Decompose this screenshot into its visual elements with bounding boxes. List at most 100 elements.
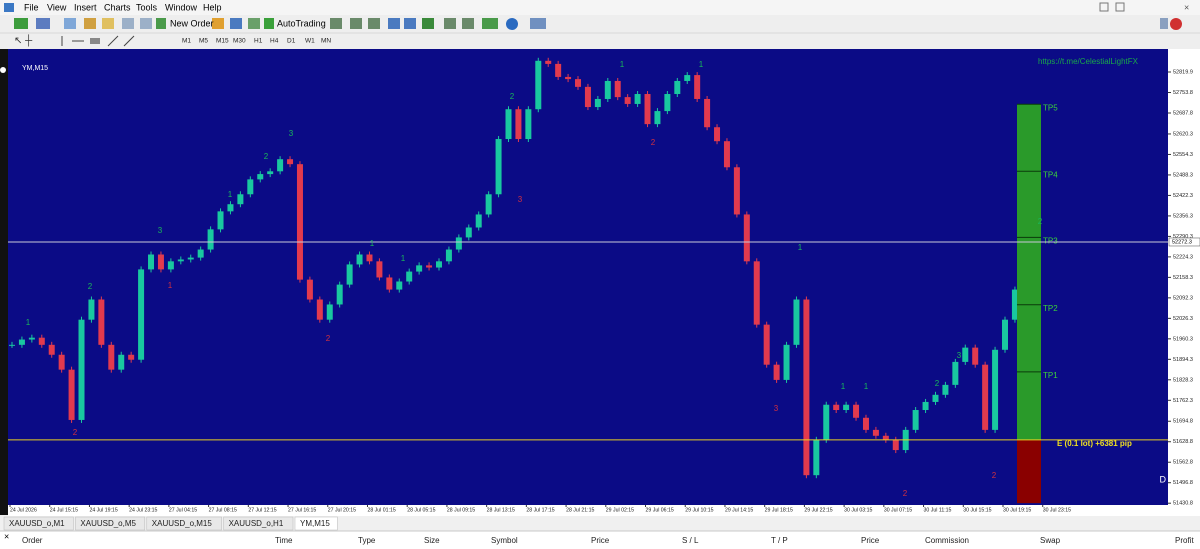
autotrading-button[interactable]: AutoTrading <box>277 18 326 28</box>
menu-item[interactable]: View <box>47 2 67 12</box>
timeframe-button[interactable]: M1 <box>182 38 191 45</box>
y-tick-label: 51694.8 <box>1173 419 1193 425</box>
search-button[interactable] <box>1160 18 1168 29</box>
column-header[interactable]: Swap <box>1040 536 1061 545</box>
toolbar-area <box>0 15 1200 49</box>
toolbar-button[interactable] <box>84 18 96 29</box>
toolbar-button[interactable] <box>506 18 518 30</box>
chart-tab-label[interactable]: XAUUSD_o,M5 <box>80 519 136 528</box>
trend-tool[interactable] <box>107 35 119 47</box>
y-tick-label: 52554.3 <box>1173 152 1193 158</box>
channel-tool[interactable] <box>123 35 135 47</box>
wave-label-up: 3 <box>289 129 294 138</box>
chart-tab-label[interactable]: XAUUSD_o,M1 <box>9 519 65 528</box>
menu-item[interactable]: Window <box>165 2 198 12</box>
menu-item[interactable]: Charts <box>104 2 131 12</box>
toolbar-button[interactable] <box>122 18 134 29</box>
close-button[interactable]: × <box>1184 2 1189 12</box>
toolbar-button[interactable] <box>388 18 400 29</box>
x-tick-label: 28 Jul 01:15 <box>367 507 395 513</box>
toolbar-button[interactable] <box>462 18 474 29</box>
column-header[interactable]: Size <box>424 536 440 545</box>
menu-item[interactable]: Tools <box>136 2 158 12</box>
chart-tab-label[interactable]: XAUUSD_o,H1 <box>229 519 284 528</box>
column-header[interactable]: Price <box>591 536 610 545</box>
wave-label-up: 2 <box>88 282 93 291</box>
candle <box>386 277 393 290</box>
candle <box>356 254 363 265</box>
column-header[interactable]: T / P <box>771 536 788 545</box>
candle <box>614 80 621 98</box>
timeframe-button[interactable]: H1 <box>254 38 263 45</box>
menu-item[interactable]: Help <box>203 2 222 12</box>
candle <box>227 204 234 212</box>
y-tick-label: 51628.8 <box>1173 439 1193 445</box>
toolbar-button[interactable] <box>404 18 416 29</box>
toolbar-button[interactable] <box>482 18 498 29</box>
toolbar-button[interactable] <box>422 18 434 29</box>
toolbar-button[interactable] <box>368 18 380 29</box>
menu-item[interactable]: File <box>24 2 39 12</box>
x-tick-label: 29 Jul 10:15 <box>685 507 713 513</box>
toolbar-button[interactable] <box>14 18 28 29</box>
timeframe-button[interactable]: W1 <box>305 38 315 45</box>
column-header[interactable]: S / L <box>682 536 699 545</box>
time-axis <box>8 505 1200 516</box>
candle <box>1002 319 1008 350</box>
column-header[interactable]: Profit <box>1175 536 1194 545</box>
toolbar-button[interactable] <box>330 18 342 29</box>
timeframe-button[interactable]: M5 <box>199 38 208 45</box>
rect-tool[interactable] <box>90 38 100 44</box>
chart-tab[interactable] <box>294 516 338 531</box>
candle <box>445 249 452 262</box>
toolbar-button[interactable] <box>230 18 242 29</box>
candle <box>862 417 869 430</box>
toolbar-button[interactable] <box>530 18 546 29</box>
terminal-close[interactable]: × <box>4 531 9 541</box>
column-header[interactable]: Type <box>358 536 376 545</box>
column-header[interactable]: Symbol <box>491 536 518 545</box>
chart-tab[interactable] <box>223 516 294 531</box>
candle <box>773 364 780 380</box>
toolbar-button[interactable] <box>156 18 166 29</box>
column-header[interactable]: Price <box>861 536 880 545</box>
menu-item[interactable]: Insert <box>74 2 97 12</box>
toolbar-button[interactable] <box>264 18 274 29</box>
toolbar-button[interactable] <box>36 18 50 29</box>
toolbar-button[interactable] <box>102 18 114 29</box>
candle <box>68 369 75 420</box>
toolbar-button[interactable] <box>444 18 456 29</box>
chart-tab-label[interactable]: XAUUSD_o,M15 <box>152 519 213 528</box>
toolbar-button[interactable] <box>64 18 76 29</box>
cursor-tool[interactable]: ↖ ┼ <box>14 34 33 48</box>
timeframe-button[interactable]: M30 <box>233 38 246 45</box>
app-icon <box>4 3 14 12</box>
timeframe-button[interactable]: H4 <box>270 38 279 45</box>
new-order-button[interactable]: New Order <box>170 18 214 28</box>
toolbar-button[interactable] <box>248 18 260 29</box>
toolbar-button[interactable] <box>140 18 152 29</box>
window-button[interactable] <box>1115 2 1125 12</box>
toolbar-button[interactable] <box>212 18 224 29</box>
stop-loss-zone <box>1017 439 1041 504</box>
column-header[interactable]: Order <box>22 536 43 545</box>
candle <box>952 361 959 385</box>
window-button[interactable] <box>1099 2 1109 12</box>
chart-tab[interactable] <box>146 516 222 531</box>
notification-badge[interactable] <box>1170 18 1182 30</box>
chart-tab-label[interactable]: YM,M15 <box>300 519 330 528</box>
candle <box>485 194 492 215</box>
column-header[interactable]: Commission <box>925 536 969 545</box>
timeframe-button[interactable]: M15 <box>216 38 229 45</box>
y-tick-label: 51894.3 <box>1173 357 1193 363</box>
wave-label-down: 1 <box>168 281 173 290</box>
column-header[interactable]: Time <box>275 536 293 545</box>
y-tick-label: 52753.8 <box>1173 90 1193 96</box>
chart-tab[interactable] <box>3 516 74 531</box>
chart-tab[interactable] <box>75 516 146 531</box>
toolbar-button[interactable] <box>350 18 362 29</box>
timeframe-button[interactable]: D1 <box>287 38 296 45</box>
timeframe-button[interactable]: MN <box>321 38 331 45</box>
